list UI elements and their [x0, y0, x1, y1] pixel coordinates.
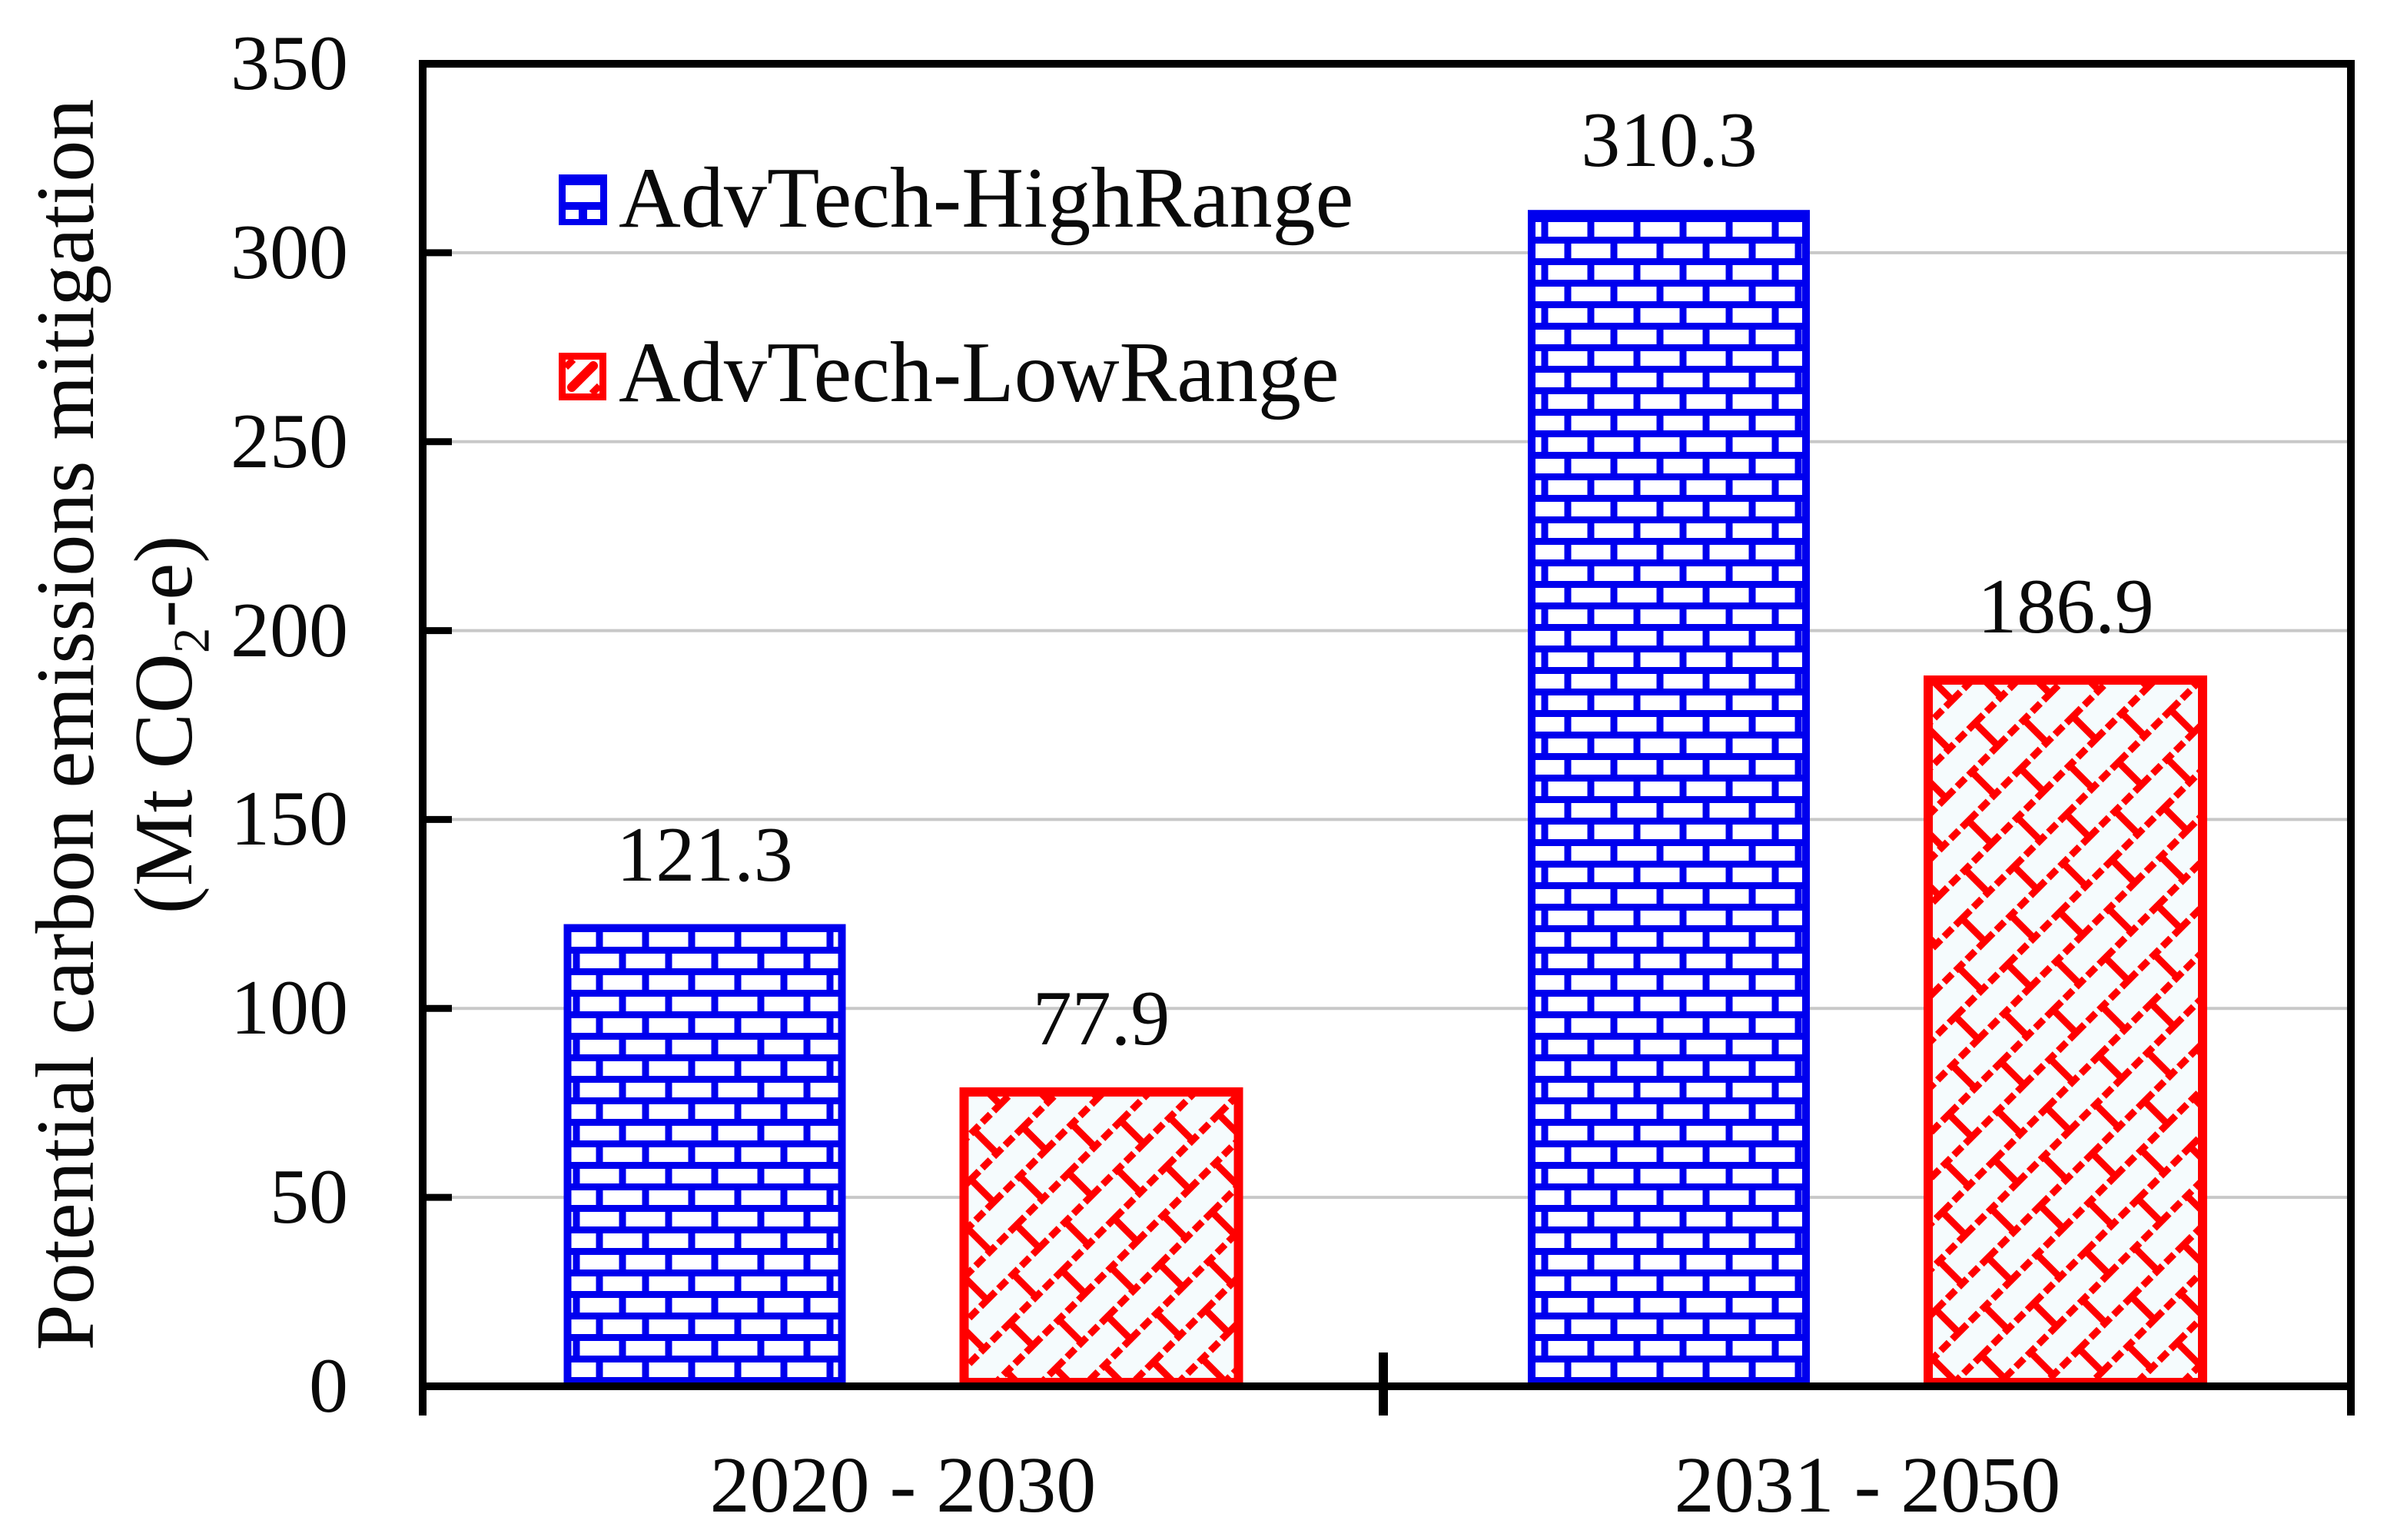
y-tick-label-350: 350	[231, 20, 348, 107]
bar-advtech-highrange-2031-2050	[1528, 210, 1810, 1386]
legend-label-highrange: AdvTech-HighRange	[619, 151, 1354, 246]
y-tick-label-150: 150	[231, 775, 348, 862]
y-tick-label-0: 0	[309, 1343, 348, 1429]
y-tick-label-50: 50	[270, 1153, 348, 1240]
bar-value-label-advtech-highrange-0: 121.3	[616, 811, 793, 898]
bar-value-label-advtech-lowrange-1: 186.9	[1977, 563, 2154, 650]
bar-value-label-advtech-highrange-1: 310.3	[1581, 97, 1758, 184]
bar-value-label-advtech-lowrange-0: 77.9	[1032, 975, 1170, 1062]
y-tick-label-100: 100	[231, 964, 348, 1051]
axis-ticks-group	[419, 60, 2355, 1416]
legend-swatch-lowrange-diagonal-icon	[559, 353, 606, 400]
bar-advtech-lowrange-2020-2030	[959, 1087, 1243, 1388]
legend-label-lowrange: AdvTech-LowRange	[619, 325, 1340, 420]
bar-advtech-lowrange-2031-2050	[1924, 675, 2207, 1387]
x-category-label-1: 2031 - 2050	[1674, 1441, 2061, 1529]
bar-advtech-highrange-2020-2030	[563, 924, 846, 1386]
y-tick-label-200: 200	[231, 587, 348, 674]
y-tick-label-250: 250	[231, 398, 348, 485]
x-category-label-0: 2020 - 2030	[709, 1441, 1097, 1529]
legend-swatch-highrange-brick-icon	[559, 174, 607, 225]
y-tick-label-300: 300	[231, 209, 348, 296]
bars-group	[563, 210, 2207, 1388]
